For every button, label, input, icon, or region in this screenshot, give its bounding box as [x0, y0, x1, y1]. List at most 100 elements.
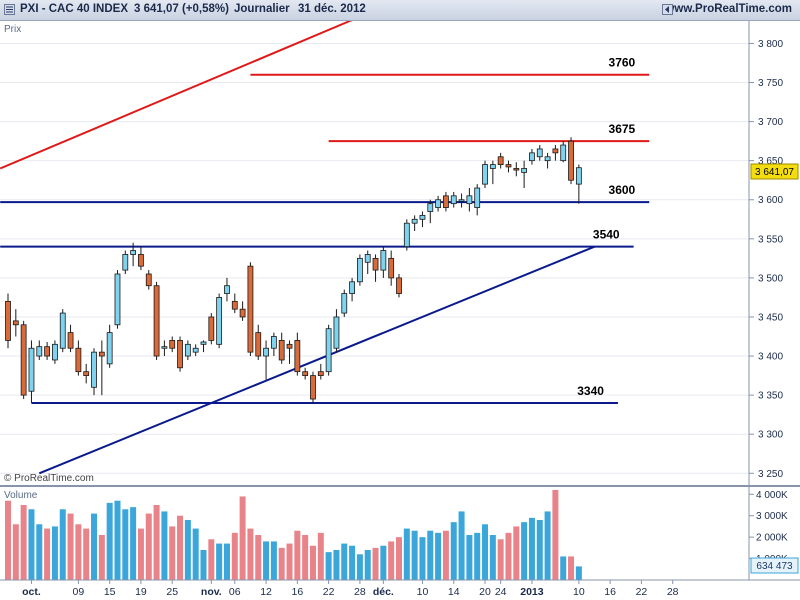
candle	[161, 340, 168, 357]
x-tick-label: 25	[166, 586, 178, 598]
level-label: 3600	[609, 183, 636, 197]
candle	[536, 145, 543, 161]
trend-line	[38, 245, 595, 475]
volume-bar	[552, 490, 559, 580]
x-tick-label: 06	[229, 586, 241, 598]
volume-bar	[51, 526, 58, 580]
candle-body	[403, 222, 410, 248]
price-tick-label: 3 550	[758, 234, 783, 245]
candle	[130, 242, 137, 267]
candle	[521, 160, 528, 189]
price-panel	[0, 20, 749, 485]
candle-body	[497, 156, 504, 165]
volume-bar	[12, 524, 19, 580]
candle-body	[224, 285, 230, 294]
candle	[560, 141, 567, 163]
level-label: 3340	[577, 384, 604, 398]
candle	[333, 309, 340, 353]
volume-bar	[396, 537, 402, 580]
volume-bar	[208, 539, 215, 580]
candle	[255, 324, 262, 360]
candle-body	[544, 156, 551, 162]
volume-bar	[403, 528, 410, 580]
candle	[36, 340, 43, 360]
volume-bar	[247, 528, 254, 580]
volume-bar	[435, 532, 442, 580]
x-tick-label: 2013	[520, 586, 544, 598]
candle-body	[552, 148, 559, 154]
grid-lines	[0, 42, 749, 474]
candle-body	[114, 273, 121, 326]
candle-body	[458, 199, 465, 202]
volume-bar	[5, 500, 11, 580]
candle-body	[302, 371, 309, 376]
candle	[435, 195, 442, 212]
candle	[505, 160, 512, 173]
symbol-name: PXI - CAC 40 INDEX	[20, 3, 128, 15]
candle	[349, 277, 355, 302]
candle-body	[200, 341, 207, 345]
candle-body	[98, 351, 105, 357]
site-url[interactable]: www.ProRealTime.com	[665, 3, 792, 15]
candle-body	[153, 285, 160, 357]
volume-bar	[145, 513, 152, 580]
volume-bar	[505, 532, 512, 580]
volume-bar	[28, 509, 35, 580]
volume-bar	[263, 541, 270, 580]
volume-bar	[153, 505, 160, 580]
candle	[200, 340, 207, 353]
volume-bar	[317, 532, 324, 580]
volume-tick-label: 2 000K	[756, 533, 788, 544]
candle	[474, 184, 481, 216]
candle	[270, 332, 277, 357]
volume-bar	[528, 517, 535, 580]
price-tick-label: 3 350	[758, 391, 783, 402]
candle	[20, 320, 27, 400]
candle	[231, 293, 238, 314]
candle-body	[5, 300, 11, 341]
candle-body	[521, 168, 528, 173]
chart-menu-icon[interactable]	[4, 4, 15, 15]
last-price-change: 3 641,07 (+0,58%)	[134, 3, 229, 15]
volume-bar	[333, 550, 340, 580]
last-volume-marker: 634 473	[750, 557, 799, 574]
volume-bar	[419, 537, 426, 580]
candle-body	[568, 140, 574, 181]
candle-body	[270, 336, 277, 349]
candles	[5, 137, 582, 403]
candle	[427, 199, 434, 224]
volume-bar	[294, 530, 301, 580]
left-arrow-icon[interactable]	[662, 4, 673, 15]
price-tick-label: 3 250	[758, 469, 783, 480]
candle-body	[59, 312, 66, 349]
level-label: 3540	[593, 228, 620, 242]
candle	[403, 219, 410, 251]
price-axis-panel	[749, 20, 800, 485]
volume-bar	[59, 509, 66, 580]
volume-bar	[239, 496, 246, 580]
candle-body	[396, 277, 402, 294]
volume-bar	[302, 535, 309, 580]
x-tick-label: 22	[636, 586, 648, 598]
x-tick-label: 10	[573, 586, 585, 598]
volume-bar	[442, 530, 449, 580]
candle-body	[161, 346, 168, 349]
volume-bar	[161, 511, 168, 580]
candle-body	[138, 254, 144, 267]
volume-bar	[568, 556, 575, 580]
candle	[372, 254, 379, 282]
volume-bar	[411, 530, 418, 580]
volume-bar	[91, 513, 98, 580]
volume-bar	[130, 507, 137, 580]
price-tick-label: 3 800	[758, 39, 783, 50]
candle-body	[435, 199, 442, 208]
x-tick-label: 10	[417, 586, 429, 598]
candle-body	[513, 168, 520, 171]
trend-line	[0, 19, 353, 170]
candle-body	[333, 316, 340, 349]
x-tick-label: 19	[135, 586, 147, 598]
candle	[552, 145, 559, 161]
candle-body	[20, 324, 27, 396]
candle	[529, 148, 535, 165]
x-tick-label: 16	[291, 586, 303, 598]
